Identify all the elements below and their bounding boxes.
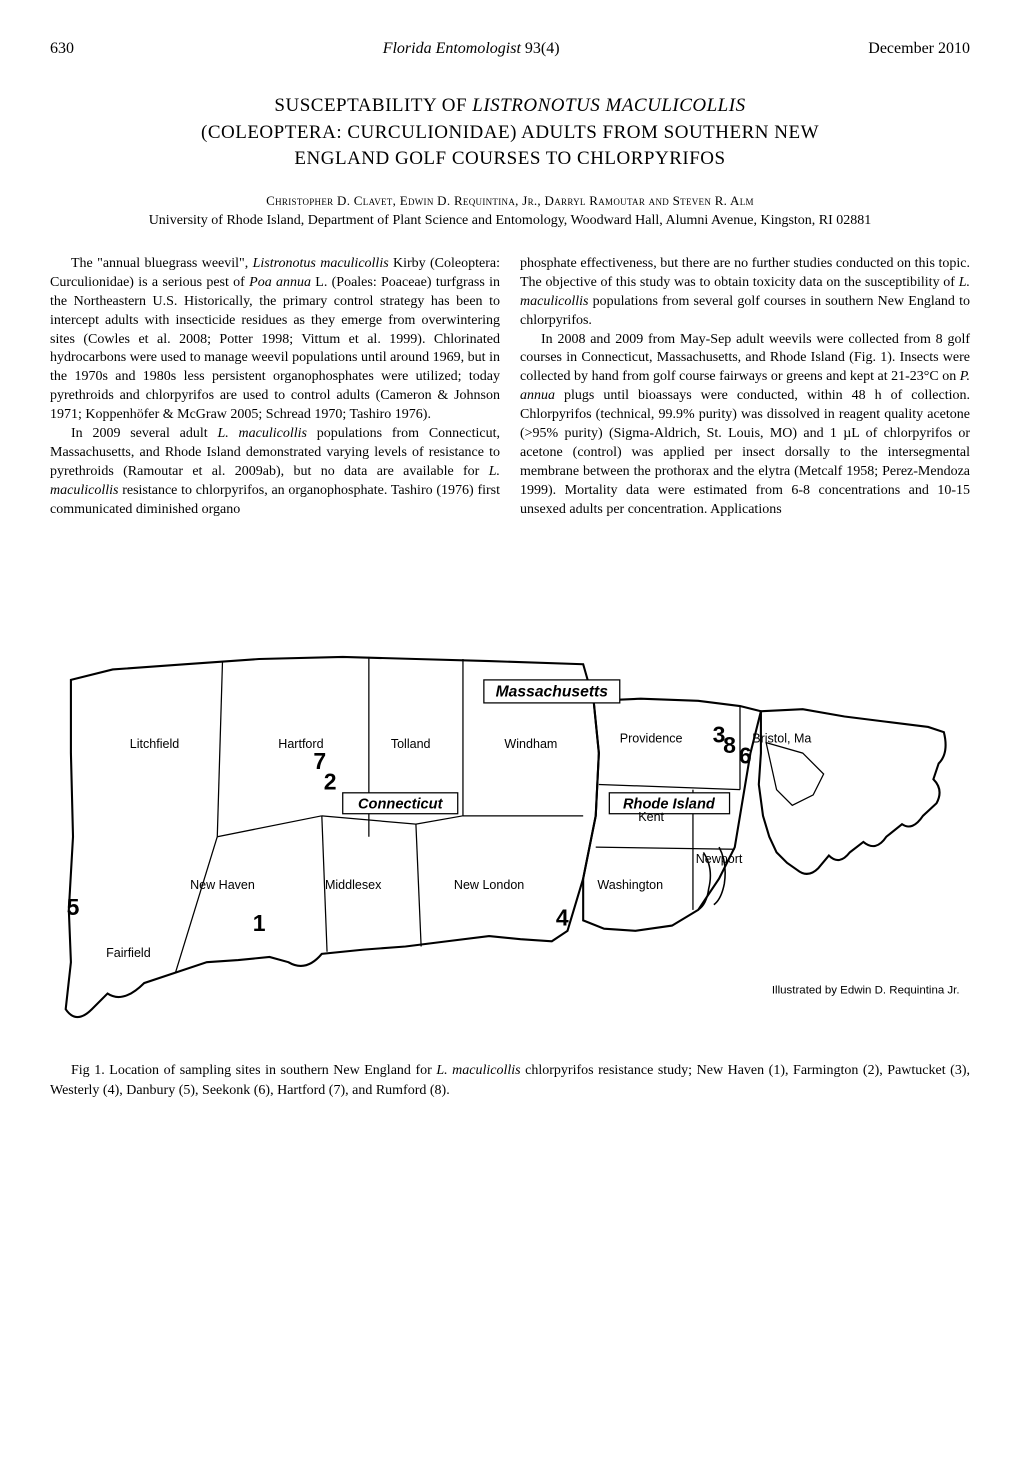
county-line <box>596 848 735 850</box>
column-right: phosphate effectiveness, but there are n… <box>520 255 970 519</box>
site-number: 6 <box>739 743 752 769</box>
text-run: In 2009 several adult <box>71 426 217 441</box>
text-run: resistance to chlorpyrifos, an organopho… <box>50 483 500 517</box>
county-label: Fairfield <box>106 946 151 960</box>
county-label: New London <box>454 878 524 892</box>
county-line <box>416 816 463 824</box>
ma-island <box>766 743 823 806</box>
county-label: Newport <box>696 852 743 866</box>
text-run: phosphate effectiveness, but there are n… <box>520 256 970 290</box>
county-label: Bristol, Ma <box>752 732 811 746</box>
page-number: 630 <box>50 40 74 58</box>
affiliation: University of Rhode Island, Department o… <box>50 212 970 230</box>
state-label-ri: Rhode Island <box>623 797 716 813</box>
county-label: Washington <box>597 878 663 892</box>
journal-name: Florida Entomologist <box>383 40 521 57</box>
county-line <box>175 837 217 973</box>
ct-outline <box>66 657 599 1017</box>
species-name: Listronotus maculicollis <box>253 256 389 271</box>
site-labels: 12345678 <box>67 722 752 936</box>
body-columns: The "annual bluegrass weevil", Listronot… <box>50 255 970 519</box>
county-label: Tolland <box>391 737 431 751</box>
title-line2: (COLEOPTERA: CURCULIONIDAE) ADULTS FROM … <box>50 120 970 147</box>
column-left: The "annual bluegrass weevil", Listronot… <box>50 255 500 519</box>
species-name: L. maculicollis <box>217 426 307 441</box>
county-line <box>217 816 322 837</box>
figure-caption: Fig 1. Location of sampling sites in sou… <box>50 1061 970 1100</box>
county-label: New Haven <box>190 878 255 892</box>
site-number: 8 <box>723 733 736 759</box>
text-run: populations from several golf courses in… <box>520 294 970 328</box>
county-label: Litchfield <box>130 737 179 751</box>
title-line3: ENGLAND GOLF COURSES TO CHLORPYRIFOS <box>50 146 970 173</box>
journal-issue: 93(4) <box>525 40 560 57</box>
site-number: 7 <box>313 748 326 774</box>
text-run: In 2008 and 2009 from May-Sep adult weev… <box>520 332 970 385</box>
state-label-ct: Connecticut <box>358 797 444 813</box>
county-label: Kent <box>638 810 664 824</box>
text-run: L. (Poales: Poaceae) turfgrass in the No… <box>50 275 500 422</box>
county-label: Middlesex <box>325 878 382 892</box>
publication-date: December 2010 <box>868 40 970 58</box>
map-credit: Illustrated by Edwin D. Requintina Jr. <box>772 985 960 997</box>
authors: Christopher D. Clavet, Edwin D. Requinti… <box>50 193 970 209</box>
species-name: Poa annua <box>249 275 311 290</box>
text-run: plugs until bioassays were conducted, wi… <box>520 388 970 516</box>
text-run: The "annual bluegrass weevil", <box>71 256 253 271</box>
page-header: 630 Florida Entomologist 93(4) December … <box>50 40 970 58</box>
species-name: L. maculicollis <box>436 1063 520 1078</box>
paragraph-1: The "annual bluegrass weevil", Listronot… <box>50 255 500 425</box>
figure-1: Massachusetts Connecticut Rhode Island L… <box>50 544 970 1100</box>
paragraph-3: phosphate effectiveness, but there are n… <box>520 255 970 331</box>
text-run: Fig 1. Location of sampling sites in sou… <box>71 1063 436 1078</box>
county-labels: LitchfieldHartfordTollandWindhamProviden… <box>106 732 811 960</box>
paragraph-4: In 2008 and 2009 from May-Sep adult weev… <box>520 331 970 520</box>
county-line <box>217 662 222 838</box>
county-line <box>416 825 421 947</box>
title-species: LISTRONOTUS MACULICOLLIS <box>472 95 745 116</box>
article-title: SUSCEPTABILITY OF LISTRONOTUS MACULICOLL… <box>50 93 970 173</box>
state-label-ma: Massachusetts <box>496 684 609 701</box>
county-label: Providence <box>620 732 683 746</box>
map-svg: Massachusetts Connecticut Rhode Island L… <box>50 544 970 1046</box>
paragraph-2: In 2009 several adult L. maculicollis po… <box>50 425 500 519</box>
site-number: 5 <box>67 895 80 921</box>
journal-info: Florida Entomologist 93(4) <box>383 40 560 58</box>
title-prefix: SUSCEPTABILITY OF <box>274 95 472 116</box>
site-number: 1 <box>253 910 266 936</box>
county-label: Windham <box>504 737 557 751</box>
site-number: 4 <box>556 905 569 931</box>
county-line <box>599 785 740 790</box>
